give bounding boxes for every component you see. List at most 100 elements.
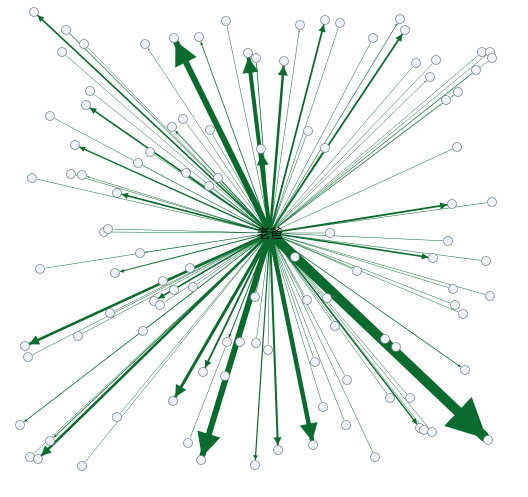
graph-node-35[interactable] (70, 140, 80, 150)
graph-node-27[interactable] (81, 100, 91, 110)
graph-node-92[interactable] (33, 454, 43, 464)
graph-node-33[interactable] (145, 147, 155, 157)
graph-node-26[interactable] (85, 86, 95, 96)
graph-node-70[interactable] (138, 326, 148, 336)
graph-node-89[interactable] (15, 420, 25, 430)
graph-node-82[interactable] (391, 342, 401, 352)
graph-node-37[interactable] (27, 173, 37, 183)
graph-node-19[interactable] (425, 72, 435, 82)
graph-node-65[interactable] (290, 252, 300, 262)
graph-node-28[interactable] (45, 111, 55, 121)
graph-node-93[interactable] (77, 461, 87, 471)
graph-node-91[interactable] (25, 452, 35, 462)
graph-node-61[interactable] (448, 284, 458, 294)
graph-node-86[interactable] (342, 375, 352, 385)
graph-node-81[interactable] (380, 334, 390, 344)
graph-node-6[interactable] (194, 32, 204, 42)
graph-node-79[interactable] (322, 293, 332, 303)
graph-node-38[interactable] (77, 170, 87, 180)
graph-node-94[interactable] (112, 412, 122, 422)
graph-node-57[interactable] (428, 253, 438, 263)
graph-node-55[interactable] (188, 282, 198, 292)
graph-node-66[interactable] (20, 341, 30, 351)
graph-node-40[interactable] (204, 181, 214, 191)
graph-node-85[interactable] (220, 371, 230, 381)
graph-node-75[interactable] (251, 338, 261, 348)
graph-node-60[interactable] (352, 266, 362, 276)
graph-node-34[interactable] (133, 158, 143, 168)
graph-node-69[interactable] (105, 308, 115, 318)
graph-node-88[interactable] (405, 393, 415, 403)
graph-node-5[interactable] (169, 33, 179, 43)
graph-node-76[interactable] (263, 345, 273, 355)
graph-node-71[interactable] (168, 396, 178, 406)
graph-node-16[interactable] (400, 25, 410, 35)
graph-node-17[interactable] (411, 58, 421, 68)
graph-node-41[interactable] (213, 173, 223, 183)
graph-node-78[interactable] (302, 295, 312, 305)
graph-node-74[interactable] (250, 292, 260, 302)
graph-node-53[interactable] (158, 276, 168, 286)
graph-node-52[interactable] (110, 268, 120, 278)
graph-node-77[interactable] (310, 357, 320, 367)
graph-node-96[interactable] (196, 455, 206, 465)
graph-node-1[interactable] (61, 25, 71, 35)
graph-node-56[interactable] (325, 228, 335, 238)
graph-node-104[interactable] (419, 425, 429, 435)
graph-node-64[interactable] (458, 309, 468, 319)
graph-node-44[interactable] (320, 143, 330, 153)
graph-node-23[interactable] (471, 65, 481, 75)
graph-node-51[interactable] (35, 264, 45, 274)
graph-node-31[interactable] (205, 125, 215, 135)
graph-node-10[interactable] (279, 56, 289, 66)
graph-node-72[interactable] (222, 337, 232, 347)
graph-node-58[interactable] (443, 236, 453, 246)
graph-node-8[interactable] (243, 48, 253, 58)
graph-node-84[interactable] (198, 367, 208, 377)
graph-node-102[interactable] (370, 452, 380, 462)
graph-node-12[interactable] (320, 15, 330, 25)
graph-node-45[interactable] (452, 142, 462, 152)
graph-node-2[interactable] (79, 39, 89, 49)
graph-node-32[interactable] (181, 168, 191, 178)
graph-node-67[interactable] (23, 352, 33, 362)
graph-node-24[interactable] (453, 87, 463, 97)
graph-node-100[interactable] (318, 402, 328, 412)
graph-node-63[interactable] (450, 300, 460, 310)
graph-node-42[interactable] (256, 144, 266, 154)
graph-node-87[interactable] (385, 393, 395, 403)
graph-node-49[interactable] (103, 224, 113, 234)
graph-node-29[interactable] (167, 122, 177, 132)
graph-node-105[interactable] (427, 427, 437, 437)
graph-node-90[interactable] (45, 436, 55, 446)
graph-node-30[interactable] (178, 114, 188, 124)
graph-node-43[interactable] (303, 126, 313, 136)
graph-node-25[interactable] (441, 95, 451, 105)
graph-node-46[interactable] (447, 199, 457, 209)
graph-node-13[interactable] (335, 18, 345, 28)
graph-node-0[interactable] (29, 7, 39, 17)
graph-node-47[interactable] (487, 197, 497, 207)
graph-node-108[interactable] (185, 263, 195, 273)
graph-node-98[interactable] (273, 445, 283, 455)
graph-node-106[interactable] (483, 435, 493, 445)
graph-node-15[interactable] (395, 14, 405, 24)
graph-node-80[interactable] (330, 321, 340, 331)
graph-node-36[interactable] (66, 169, 76, 179)
graph-node-73[interactable] (235, 337, 245, 347)
graph-node-97[interactable] (250, 460, 260, 470)
graph-node-83[interactable] (460, 365, 470, 375)
graph-node-99[interactable] (308, 440, 318, 450)
graph-node-14[interactable] (368, 33, 378, 43)
graph-node-22[interactable] (487, 53, 497, 63)
graph-node-7[interactable] (221, 16, 231, 26)
graph-node-9[interactable] (251, 53, 261, 63)
graph-node-101[interactable] (341, 420, 351, 430)
graph-node-18[interactable] (431, 55, 441, 65)
graph-node-62[interactable] (485, 291, 495, 301)
graph-node-109[interactable] (155, 300, 165, 310)
graph-node-4[interactable] (140, 39, 150, 49)
graph-node-107[interactable] (169, 285, 179, 295)
graph-node-50[interactable] (135, 248, 145, 258)
graph-node-59[interactable] (481, 256, 491, 266)
